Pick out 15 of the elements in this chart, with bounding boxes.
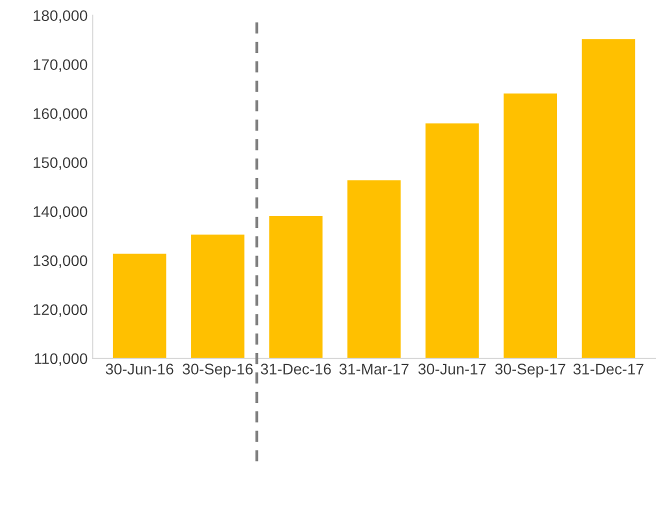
y-tick-label: 150,000 xyxy=(34,157,88,170)
x-tick-label: 31-Dec-16 xyxy=(260,364,331,374)
y-tick-label: 130,000 xyxy=(34,255,88,268)
x-tick-label: 30-Jun-17 xyxy=(418,364,486,374)
y-tick-label: 180,000 xyxy=(34,10,88,23)
y-tick-label: 170,000 xyxy=(34,59,88,72)
y-tick-label: 140,000 xyxy=(34,206,88,219)
y-tick-label: 110,000 xyxy=(34,353,88,366)
x-tick-label: 30-Sep-16 xyxy=(182,364,253,378)
x-tick-label: 30-Sep-17 xyxy=(495,364,566,378)
x-tick-label: 31-Mar-17 xyxy=(339,364,409,374)
x-tick-label: 30-Jun-16 xyxy=(106,364,174,374)
x-tick-label: 31-Dec-17 xyxy=(573,364,644,374)
y-tick-label: 160,000 xyxy=(34,108,88,121)
y-tick-label: 120,000 xyxy=(34,304,88,317)
